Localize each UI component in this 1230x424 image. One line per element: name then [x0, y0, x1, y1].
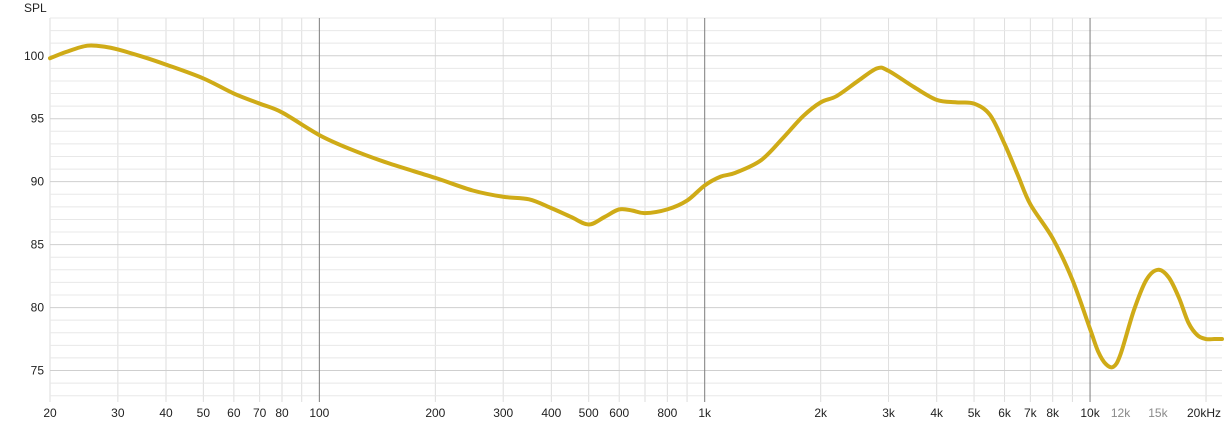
x-tick-label: 800	[657, 406, 677, 420]
x-tick-label: 20kHz	[1187, 406, 1221, 420]
x-axis-tick-labels: 20 30 40 50 60 70 80 100 200 300 400 500 600 800 1k 2k 3…	[43, 406, 1221, 420]
x-tick-label: 20	[43, 406, 57, 420]
x-tick-label: 100	[309, 406, 329, 420]
x-tick-label: 10k	[1080, 406, 1100, 420]
x-tick-label: 6k	[998, 406, 1012, 420]
x-tick-label: 50	[197, 406, 211, 420]
frequency-response-line	[48, 43, 1224, 370]
y-tick-label: 80	[31, 301, 45, 315]
x-tick-label: 1k	[698, 406, 712, 420]
x-tick-label: 200	[425, 406, 445, 420]
x-tick-label: 2k	[814, 406, 828, 420]
x-tick-label: 7k	[1024, 406, 1038, 420]
y-axis-tick-labels: 75 80 85 90 95 100	[24, 49, 44, 378]
y-tick-label: 75	[31, 364, 45, 378]
y-axis-title: SPL	[24, 1, 47, 15]
x-tick-label: 4k	[930, 406, 944, 420]
x-tick-label: 8k	[1046, 406, 1060, 420]
x-tick-label: 15k	[1148, 406, 1168, 420]
x-tick-label: 5k	[968, 406, 982, 420]
x-tick-label: 70	[253, 406, 267, 420]
x-tick-label: 3k	[882, 406, 896, 420]
x-tick-label: 80	[275, 406, 289, 420]
x-tick-label: 300	[493, 406, 513, 420]
x-tick-label: 600	[609, 406, 629, 420]
x-tick-label: 30	[111, 406, 125, 420]
x-tick-label: 400	[541, 406, 561, 420]
x-tick-label: 40	[159, 406, 173, 420]
minor-gridlines	[49, 17, 1222, 402]
x-tick-label: 500	[579, 406, 599, 420]
series-layer	[48, 43, 1224, 370]
y-tick-label: 95	[31, 112, 45, 126]
major-gridlines	[318, 18, 1091, 402]
x-tick-label: 60	[227, 406, 241, 420]
y-tick-label: 85	[31, 238, 45, 252]
y-tick-label: 100	[24, 49, 44, 63]
x-tick-label: 12k	[1111, 406, 1131, 420]
y-tick-label: 90	[31, 175, 45, 189]
